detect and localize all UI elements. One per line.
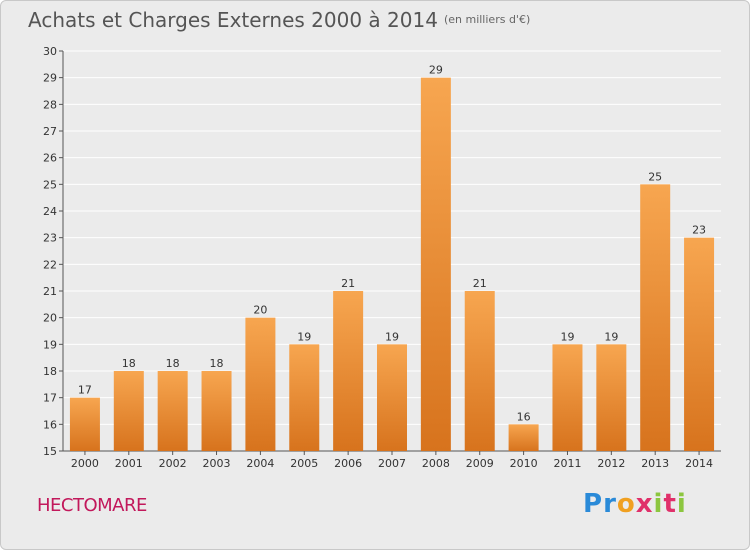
bar-2008 bbox=[420, 77, 451, 452]
x-tick-label: 2008 bbox=[422, 457, 450, 470]
y-tick-label: 19 bbox=[43, 338, 57, 351]
y-tick-label: 20 bbox=[43, 312, 57, 325]
x-tick-label: 2011 bbox=[553, 457, 581, 470]
bar-value-label: 18 bbox=[122, 357, 136, 370]
commune-name: HECTOMARE bbox=[37, 495, 147, 516]
bar-value-label: 16 bbox=[517, 410, 531, 423]
y-tick-label: 26 bbox=[43, 152, 57, 165]
logo-letter: t bbox=[663, 489, 677, 519]
bar-2005 bbox=[289, 344, 320, 451]
bar-2007 bbox=[377, 344, 407, 451]
bar-value-label: 19 bbox=[385, 330, 399, 343]
chart-title: Achats et Charges Externes 2000 à 2014 (e… bbox=[28, 8, 530, 32]
bar-2006 bbox=[333, 291, 364, 451]
x-tick-label: 2004 bbox=[246, 457, 274, 470]
x-tick-label: 2005 bbox=[290, 457, 318, 470]
title-unit: (en milliers d'€) bbox=[443, 13, 531, 26]
y-tick-label: 21 bbox=[43, 285, 57, 298]
y-tick-label: 25 bbox=[43, 178, 57, 191]
bar-2011 bbox=[552, 344, 583, 451]
logo-letter: P bbox=[583, 489, 604, 519]
bar-value-label: 18 bbox=[166, 357, 180, 370]
logo-letter: r bbox=[603, 489, 617, 519]
x-tick-label: 2013 bbox=[641, 457, 669, 470]
bar-2003 bbox=[201, 371, 232, 451]
title-text: Achats et Charges Externes 2000 à 2014 bbox=[28, 8, 438, 32]
bar-2013 bbox=[640, 184, 671, 452]
bar-2001 bbox=[113, 371, 144, 451]
bar-value-label: 29 bbox=[429, 64, 443, 77]
x-tick-label: 2006 bbox=[334, 457, 362, 470]
y-tick-label: 30 bbox=[43, 45, 57, 58]
logo-letter: x bbox=[635, 489, 654, 519]
labels: 17 18 18 18 20 19 21 19 29 21 16 19 19 25 23 bbox=[78, 64, 706, 424]
logo-letter: i bbox=[676, 489, 687, 519]
bar-value-label: 19 bbox=[297, 330, 311, 343]
x-tick-label: 2012 bbox=[597, 457, 625, 470]
y-tick-label: 24 bbox=[43, 205, 57, 218]
x-tick-label: 2002 bbox=[159, 457, 187, 470]
bar-2002 bbox=[157, 371, 188, 451]
logo-letter: i bbox=[653, 489, 664, 519]
bar-2012 bbox=[596, 344, 627, 451]
bar-2004 bbox=[245, 317, 276, 451]
x-tick-label: 2003 bbox=[203, 457, 231, 470]
bar-2010 bbox=[508, 424, 539, 451]
y-tick-label: 28 bbox=[43, 98, 57, 111]
bar-value-label: 21 bbox=[473, 277, 487, 290]
bar-value-label: 18 bbox=[210, 357, 224, 370]
x-tick-label: 2009 bbox=[466, 457, 494, 470]
y-tick-label: 23 bbox=[43, 232, 57, 245]
y-tick-label: 16 bbox=[43, 418, 57, 431]
bar-value-label: 20 bbox=[253, 304, 267, 317]
bars bbox=[69, 77, 715, 452]
y-tick-label: 17 bbox=[43, 392, 57, 405]
y-tick-label: 22 bbox=[43, 258, 57, 271]
bar-2009 bbox=[464, 291, 495, 451]
bar-value-label: 17 bbox=[78, 384, 92, 397]
bar-2000 bbox=[69, 397, 100, 451]
y-tick-label: 29 bbox=[43, 72, 57, 85]
bar-2014 bbox=[684, 237, 715, 451]
x-tick-label: 2000 bbox=[71, 457, 99, 470]
x-tick-label: 2010 bbox=[510, 457, 538, 470]
x-tick-label: 2014 bbox=[685, 457, 713, 470]
bar-value-label: 25 bbox=[648, 170, 662, 183]
y-tick-label: 27 bbox=[43, 125, 57, 138]
bar-value-label: 19 bbox=[604, 330, 618, 343]
logo-letter: o bbox=[616, 489, 636, 519]
x-tick-label: 2001 bbox=[115, 457, 143, 470]
y-tick-label: 18 bbox=[43, 365, 57, 378]
y-tick-label: 15 bbox=[43, 445, 57, 458]
proxiti-logo: Proxiti bbox=[583, 489, 687, 519]
bar-value-label: 23 bbox=[692, 224, 706, 237]
bar-value-label: 19 bbox=[560, 330, 574, 343]
x-tick-label: 2007 bbox=[378, 457, 406, 470]
bar-value-label: 21 bbox=[341, 277, 355, 290]
